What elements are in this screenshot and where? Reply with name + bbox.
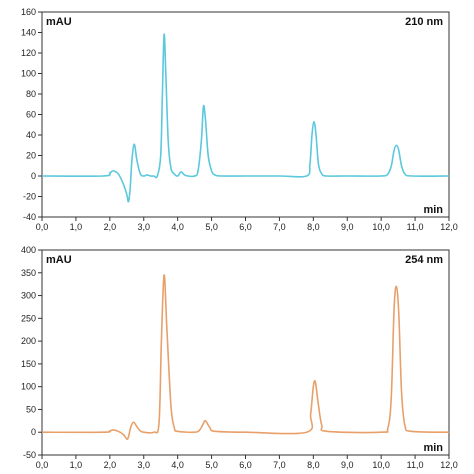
x-axis-unit-label-254nm: min: [423, 442, 443, 454]
x-tick-label: 1,0: [70, 460, 83, 470]
x-tick-label: 7,0: [273, 460, 286, 470]
y-tick-label: 300: [21, 291, 36, 301]
y-tick-label: -50: [23, 450, 36, 460]
y-tick-label: 0: [31, 427, 36, 437]
x-tick-label: 5,0: [205, 460, 218, 470]
y-tick-label: 60: [26, 110, 36, 120]
x-axis-ticks-254nm: 0,0 1,0 2,0 3,0 4,0 5,0 6,0 7,0 8,0 9,0 10,0 11,0 12…: [36, 455, 458, 470]
y-tick-label: 250: [21, 313, 36, 323]
y-tick-label: 350: [21, 268, 36, 278]
y-axis-unit-label-210nm: mAU: [46, 16, 72, 28]
x-tick-label: 8,0: [307, 460, 320, 470]
y-tick-label: -20: [23, 192, 36, 202]
y-tick-label: -40: [23, 212, 36, 222]
x-tick-label: 7,0: [273, 222, 286, 232]
y-tick-label: 100: [21, 382, 36, 392]
trace-line-210nm: [41, 33, 450, 203]
x-tick-label: 9,0: [341, 222, 354, 232]
x-tick-label: 6,0: [239, 460, 252, 470]
x-tick-label: 8,0: [307, 222, 320, 232]
y-tick-label: 40: [26, 130, 36, 140]
x-tick-label: 6,0: [239, 222, 252, 232]
chromatogram-panel-210nm: -40 -20 0 20 40 60 80 100 120 140 160 0,0 1,0 2,0 3,0…: [21, 7, 458, 232]
x-tick-label: 0,0: [36, 222, 49, 232]
y-axis-ticks-210nm: -40 -20 0 20 40 60 80 100 120 140 160: [21, 7, 42, 222]
y-tick-label: 150: [21, 359, 36, 369]
x-tick-label: 3,0: [137, 460, 150, 470]
x-tick-label: 11,0: [407, 222, 424, 232]
wavelength-label-210nm: 210 nm: [405, 16, 443, 28]
x-tick-label: 4,0: [171, 222, 184, 232]
x-tick-label: 4,0: [171, 460, 184, 470]
wavelength-label-254nm: 254 nm: [405, 254, 443, 266]
y-tick-label: 100: [21, 69, 36, 79]
y-axis-ticks-254nm: -50 0 50 100 150 200 250 300 350 400: [21, 245, 42, 460]
y-tick-label: 160: [21, 7, 36, 17]
x-tick-label: 2,0: [104, 460, 117, 470]
x-axis-ticks-210nm: 0,0 1,0 2,0 3,0 4,0 5,0 6,0 7,0 8,0 9,0 10,0 11,0 12…: [36, 217, 458, 232]
y-tick-label: 120: [21, 48, 36, 58]
y-axis-unit-label-254nm: mAU: [46, 254, 72, 266]
x-tick-label: 3,0: [137, 222, 150, 232]
y-tick-label: 50: [26, 404, 36, 414]
x-tick-label: 10,0: [372, 460, 390, 470]
x-axis-unit-label-210nm: min: [423, 204, 443, 216]
y-tick-label: 20: [26, 151, 36, 161]
y-tick-label: 400: [21, 245, 36, 255]
x-tick-label: 12,0: [440, 222, 458, 232]
x-tick-label: 1,0: [70, 222, 83, 232]
chromatogram-panel-254nm: -50 0 50 100 150 200 250 300 350 400 0,0 1,0 2,0 3,0…: [21, 245, 458, 470]
x-tick-label: 0,0: [36, 460, 49, 470]
plot-frame-210nm: [41, 11, 450, 218]
x-tick-label: 5,0: [205, 222, 218, 232]
x-tick-label: 2,0: [104, 222, 117, 232]
x-tick-label: 10,0: [372, 222, 390, 232]
y-tick-label: 140: [21, 28, 36, 38]
x-tick-label: 11,0: [407, 460, 424, 470]
y-tick-label: 80: [26, 89, 36, 99]
x-tick-label: 12,0: [440, 460, 458, 470]
trace-line-254nm: [41, 274, 450, 440]
y-tick-label: 200: [21, 336, 36, 346]
y-tick-label: 0: [31, 171, 36, 181]
x-tick-label: 9,0: [341, 460, 354, 470]
